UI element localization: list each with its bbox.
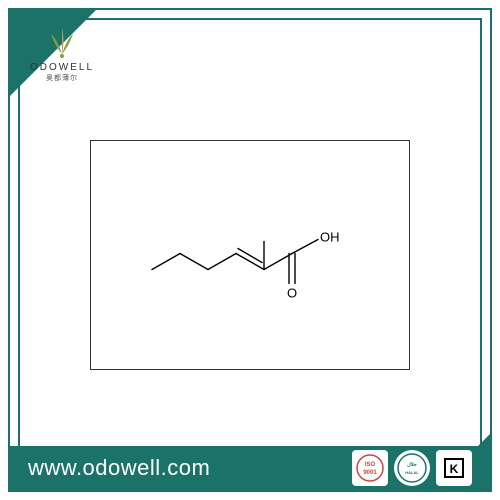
brand-subtitle: 奥都薄尔	[30, 73, 94, 83]
svg-text:حلال: حلال	[407, 462, 417, 468]
footer-bar: www.odowell.com ISO 9001 حلال HALAL K	[10, 446, 490, 490]
molecule-diagram-box: OH O	[90, 140, 410, 370]
svg-text:HALAL: HALAL	[405, 470, 419, 475]
kosher-badge: K	[436, 450, 472, 486]
brand-name: ODOWELL	[30, 62, 94, 73]
certification-badges: ISO 9001 حلال HALAL K	[352, 450, 472, 486]
iso-badge: ISO 9001	[352, 450, 388, 486]
chemical-structure: OH O	[140, 198, 360, 313]
leaf-icon	[37, 24, 87, 60]
brand-logo: ODOWELL 奥都薄尔	[30, 24, 94, 83]
website-url: www.odowell.com	[28, 455, 352, 481]
svg-text:ISO: ISO	[365, 462, 376, 468]
svg-text:9001: 9001	[363, 470, 377, 476]
halal-badge: حلال HALAL	[394, 450, 430, 486]
svg-text:K: K	[450, 462, 459, 476]
oh-label: OH	[320, 230, 340, 245]
o-label: O	[287, 286, 297, 301]
